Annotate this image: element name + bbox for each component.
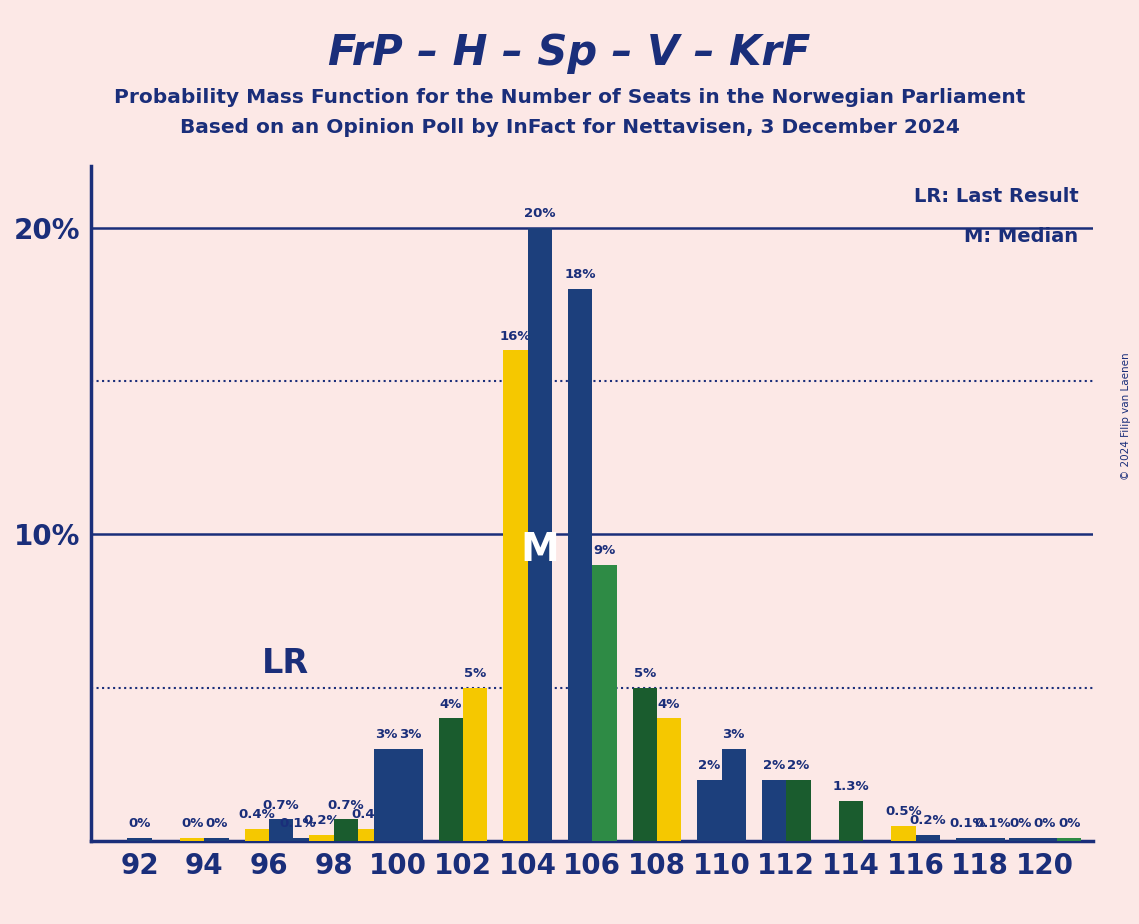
Text: LR: LR	[262, 647, 309, 679]
Text: 3%: 3%	[375, 728, 398, 741]
Bar	[1057, 838, 1081, 841]
Text: 0.1%: 0.1%	[279, 817, 316, 830]
Bar	[981, 838, 1005, 841]
Text: 5%: 5%	[633, 667, 656, 680]
Text: 0.7%: 0.7%	[263, 798, 300, 811]
Text: 0.1%: 0.1%	[974, 817, 1010, 830]
Bar	[180, 838, 204, 841]
Bar	[568, 289, 592, 841]
Text: 0%: 0%	[1058, 817, 1081, 830]
Bar	[204, 838, 229, 841]
Bar	[1008, 838, 1033, 841]
Text: 0%: 0%	[181, 817, 204, 830]
Bar	[722, 748, 746, 841]
Bar	[592, 565, 616, 841]
Bar	[285, 838, 310, 841]
Bar	[956, 838, 981, 841]
Bar	[697, 780, 722, 841]
Bar	[916, 834, 940, 841]
Text: 0.4%: 0.4%	[238, 808, 276, 821]
Text: Probability Mass Function for the Number of Seats in the Norwegian Parliament: Probability Mass Function for the Number…	[114, 88, 1025, 107]
Text: 3%: 3%	[400, 728, 421, 741]
Text: M: M	[521, 530, 559, 568]
Text: 0.4%: 0.4%	[352, 808, 388, 821]
Text: 0.2%: 0.2%	[909, 814, 947, 827]
Text: 0%: 0%	[129, 817, 150, 830]
Bar	[374, 748, 399, 841]
Text: 2%: 2%	[698, 759, 721, 772]
Text: LR: Last Result: LR: Last Result	[913, 187, 1079, 205]
Bar	[838, 801, 863, 841]
Bar	[462, 687, 487, 841]
Bar	[334, 820, 358, 841]
Text: 4%: 4%	[440, 698, 462, 711]
Bar	[527, 227, 552, 841]
Bar	[310, 834, 334, 841]
Text: 16%: 16%	[500, 330, 531, 343]
Text: 4%: 4%	[658, 698, 680, 711]
Text: 0.5%: 0.5%	[885, 805, 921, 818]
Bar	[439, 718, 462, 841]
Bar	[358, 829, 382, 841]
Text: 20%: 20%	[524, 207, 556, 220]
Bar	[762, 780, 786, 841]
Text: 18%: 18%	[565, 268, 596, 281]
Bar	[269, 820, 293, 841]
Text: 0.7%: 0.7%	[327, 798, 364, 811]
Bar	[503, 350, 527, 841]
Bar	[632, 687, 657, 841]
Text: 3%: 3%	[722, 728, 745, 741]
Bar	[786, 780, 811, 841]
Text: M: Median: M: Median	[965, 227, 1079, 246]
Text: 1.3%: 1.3%	[833, 780, 869, 794]
Text: 5%: 5%	[464, 667, 486, 680]
Bar	[1033, 838, 1057, 841]
Bar	[245, 829, 269, 841]
Bar	[399, 748, 423, 841]
Text: Based on an Opinion Poll by InFact for Nettavisen, 3 December 2024: Based on an Opinion Poll by InFact for N…	[180, 118, 959, 138]
Text: 0%: 0%	[1034, 817, 1056, 830]
Text: 2%: 2%	[787, 759, 810, 772]
Text: 0.2%: 0.2%	[303, 814, 339, 827]
Text: FrP – H – Sp – V – KrF: FrP – H – Sp – V – KrF	[328, 32, 811, 74]
Text: 9%: 9%	[593, 544, 615, 557]
Text: © 2024 Filip van Laenen: © 2024 Filip van Laenen	[1121, 352, 1131, 480]
Text: 2%: 2%	[763, 759, 785, 772]
Bar	[657, 718, 681, 841]
Bar	[128, 838, 151, 841]
Text: 0%: 0%	[205, 817, 228, 830]
Bar	[892, 825, 916, 841]
Text: 0%: 0%	[1009, 817, 1032, 830]
Text: 0.1%: 0.1%	[950, 817, 986, 830]
